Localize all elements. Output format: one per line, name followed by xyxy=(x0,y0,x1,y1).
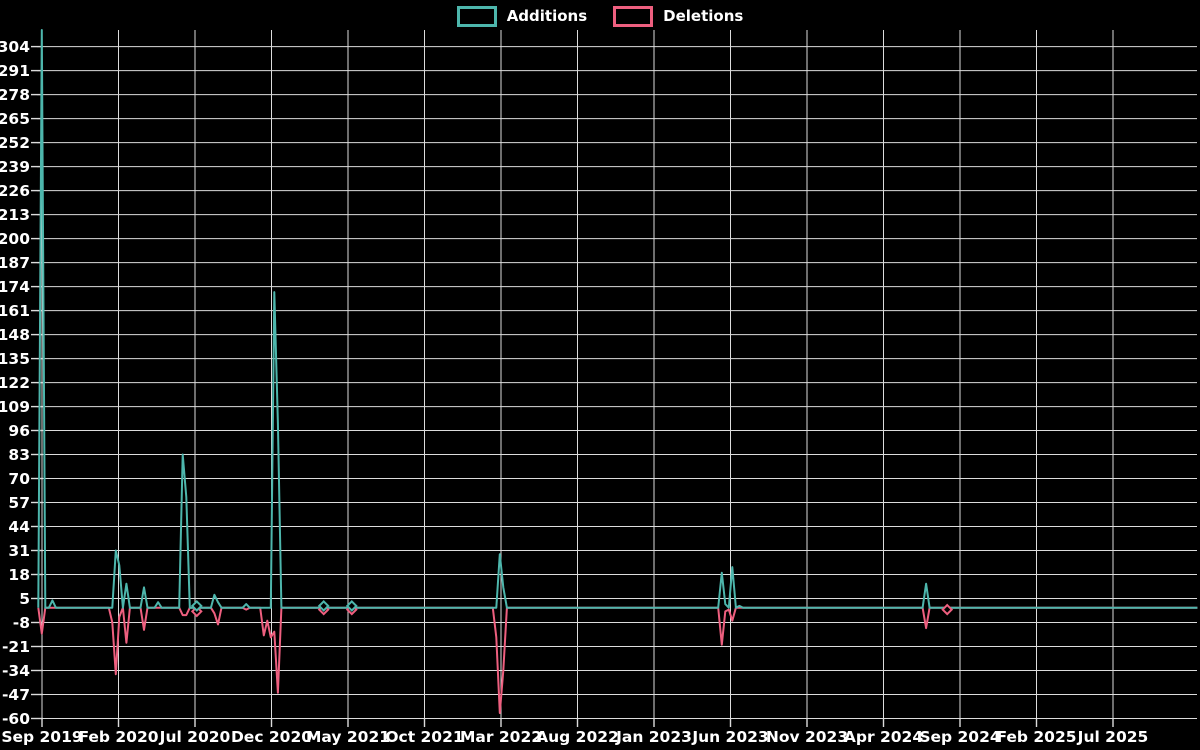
chart-legend: Additions Deletions xyxy=(0,6,1200,27)
additions-point-marker[interactable] xyxy=(190,599,203,612)
svg-text:96: 96 xyxy=(8,422,30,440)
svg-text:Mar 2022: Mar 2022 xyxy=(460,728,542,746)
svg-text:Jan 2023: Jan 2023 xyxy=(615,728,692,746)
svg-text:Sep 2024: Sep 2024 xyxy=(919,728,1001,746)
svg-text:252: 252 xyxy=(0,134,30,152)
svg-text:5: 5 xyxy=(19,590,30,608)
svg-text:265: 265 xyxy=(0,110,30,128)
svg-text:148: 148 xyxy=(0,326,30,344)
y-axis-labels: 304 291 278 265 252 239 226 213 200 187 174 161 148 1… xyxy=(0,38,30,728)
svg-text:Aug 2022: Aug 2022 xyxy=(536,728,619,746)
svg-text:83: 83 xyxy=(8,446,30,464)
svg-text:May 2021: May 2021 xyxy=(306,728,390,746)
svg-text:Jul 2025: Jul 2025 xyxy=(1077,728,1149,746)
svg-text:Dec 2020: Dec 2020 xyxy=(231,728,312,746)
legend-item-additions[interactable]: Additions xyxy=(456,6,588,27)
legend-item-deletions[interactable]: Deletions xyxy=(613,6,743,27)
deletions-point-marker[interactable] xyxy=(941,603,954,616)
svg-text:Sep 2019: Sep 2019 xyxy=(1,728,82,746)
svg-text:161: 161 xyxy=(0,302,30,320)
svg-text:Jul 2020: Jul 2020 xyxy=(159,728,231,746)
svg-text:187: 187 xyxy=(0,254,30,272)
svg-text:174: 174 xyxy=(0,278,30,296)
svg-text:Feb 2025: Feb 2025 xyxy=(996,728,1076,746)
point-markers xyxy=(190,599,954,618)
svg-text:213: 213 xyxy=(0,206,30,224)
svg-text:Oct 2021: Oct 2021 xyxy=(385,728,463,746)
svg-text:135: 135 xyxy=(0,350,30,368)
deletions-swatch-icon xyxy=(613,6,654,27)
svg-text:291: 291 xyxy=(0,62,30,80)
svg-text:226: 226 xyxy=(0,182,30,200)
svg-text:278: 278 xyxy=(0,86,30,104)
legend-label-deletions: Deletions xyxy=(663,7,744,25)
svg-text:31: 31 xyxy=(8,542,30,560)
additions-point-marker[interactable] xyxy=(345,599,358,612)
y-grid xyxy=(31,45,1197,720)
svg-text:109: 109 xyxy=(0,398,30,416)
additions-swatch-icon xyxy=(456,6,497,27)
deletions-line xyxy=(37,606,1198,714)
svg-text:304: 304 xyxy=(0,38,30,56)
svg-text:70: 70 xyxy=(8,470,30,488)
svg-text:Nov 2023: Nov 2023 xyxy=(766,728,848,746)
additions-point-marker[interactable] xyxy=(317,599,330,612)
svg-text:-34: -34 xyxy=(2,662,30,680)
svg-text:Apr 2024: Apr 2024 xyxy=(844,728,923,746)
svg-text:57: 57 xyxy=(8,494,30,512)
svg-text:-47: -47 xyxy=(2,686,30,704)
svg-text:-21: -21 xyxy=(2,638,30,656)
svg-text:18: 18 xyxy=(8,566,30,584)
svg-text:122: 122 xyxy=(0,374,30,392)
svg-text:Jun 2023: Jun 2023 xyxy=(691,728,768,746)
svg-text:Feb 2020: Feb 2020 xyxy=(78,728,158,746)
legend-label-additions: Additions xyxy=(506,7,588,25)
svg-text:44: 44 xyxy=(8,518,30,536)
svg-text:-60: -60 xyxy=(2,710,30,728)
svg-text:239: 239 xyxy=(0,158,30,176)
additions-line xyxy=(37,29,1198,609)
svg-text:-8: -8 xyxy=(13,614,30,632)
svg-text:200: 200 xyxy=(0,230,30,248)
